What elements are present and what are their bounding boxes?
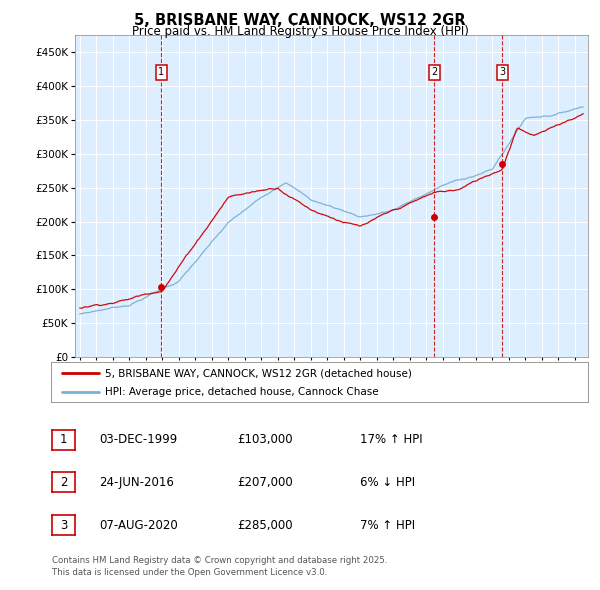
Text: 24-JUN-2016: 24-JUN-2016 bbox=[99, 476, 174, 489]
Text: £285,000: £285,000 bbox=[237, 519, 293, 532]
Text: Price paid vs. HM Land Registry's House Price Index (HPI): Price paid vs. HM Land Registry's House … bbox=[131, 25, 469, 38]
Text: 2: 2 bbox=[431, 67, 437, 77]
Text: 3: 3 bbox=[60, 519, 67, 532]
Text: £103,000: £103,000 bbox=[237, 433, 293, 446]
Text: 2: 2 bbox=[60, 476, 67, 489]
Text: £207,000: £207,000 bbox=[237, 476, 293, 489]
Text: 7% ↑ HPI: 7% ↑ HPI bbox=[360, 519, 415, 532]
Text: 17% ↑ HPI: 17% ↑ HPI bbox=[360, 433, 422, 446]
Text: 07-AUG-2020: 07-AUG-2020 bbox=[99, 519, 178, 532]
Text: Contains HM Land Registry data © Crown copyright and database right 2025.
This d: Contains HM Land Registry data © Crown c… bbox=[52, 556, 388, 576]
Text: HPI: Average price, detached house, Cannock Chase: HPI: Average price, detached house, Cann… bbox=[105, 388, 379, 397]
Text: 5, BRISBANE WAY, CANNOCK, WS12 2GR (detached house): 5, BRISBANE WAY, CANNOCK, WS12 2GR (deta… bbox=[105, 369, 412, 379]
Text: 5, BRISBANE WAY, CANNOCK, WS12 2GR: 5, BRISBANE WAY, CANNOCK, WS12 2GR bbox=[134, 13, 466, 28]
Text: 1: 1 bbox=[158, 67, 164, 77]
Text: 3: 3 bbox=[499, 67, 505, 77]
Text: 03-DEC-1999: 03-DEC-1999 bbox=[99, 433, 177, 446]
Text: 1: 1 bbox=[60, 433, 67, 446]
Text: 6% ↓ HPI: 6% ↓ HPI bbox=[360, 476, 415, 489]
